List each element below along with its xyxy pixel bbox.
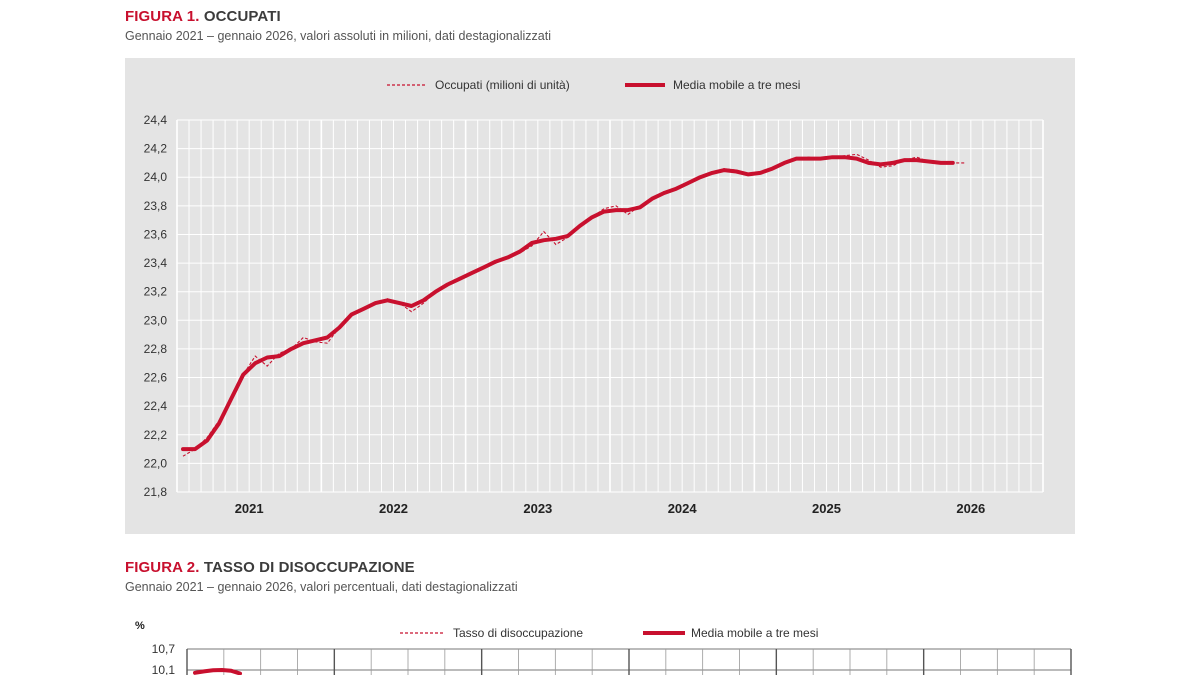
legend: Tasso di disoccupazione Media mobile a tr… — [400, 626, 818, 640]
legend-label-media: Media mobile a tre mesi — [673, 78, 800, 92]
legend-label-media: Media mobile a tre mesi — [691, 626, 818, 640]
y-tick-label: 22,4 — [144, 399, 168, 413]
y-tick-label: 23,0 — [144, 313, 168, 327]
x-tick-label: 2021 — [235, 501, 264, 516]
x-tick-label: 2022 — [379, 501, 408, 516]
x-tick-label: 2023 — [523, 501, 552, 516]
y-tick-label: 23,4 — [144, 256, 168, 270]
y-tick-label: 22,8 — [144, 342, 168, 356]
y-tick-label: 22,6 — [144, 371, 168, 385]
figure-2-title: FIGURA 2. TASSO DI DISOCCUPAZIONE — [125, 559, 415, 576]
figure-1-number: FIGURA 1. — [125, 8, 200, 25]
y-tick-label: 24,2 — [144, 142, 168, 156]
y-tick-label: 22,2 — [144, 428, 168, 442]
y-tick-label: 10,7 — [152, 642, 176, 656]
legend-label-tasso: Tasso di disoccupazione — [453, 626, 583, 640]
series-media-mobile-line — [193, 667, 242, 675]
x-tick-label: 2026 — [956, 501, 985, 516]
y-tick-label: 23,8 — [144, 199, 168, 213]
grid — [176, 119, 1044, 493]
y-tick-label: 24,0 — [144, 170, 168, 184]
grid — [186, 648, 1072, 675]
occupati-chart: 21,8 22,0 22,2 22,4 22,6 22,8 23,0 23,2 23,4 23,6… — [125, 58, 1075, 534]
figure-2-name: TASSO DI DISOCCUPAZIONE — [203, 559, 415, 576]
y-tick-label: 21,8 — [144, 485, 168, 499]
legend-label-occupati: Occupati (milioni di unità) — [435, 78, 570, 92]
y-tick-label: 10,1 — [152, 663, 176, 675]
disoccupazione-chart: % Tasso di disoccupazione Media mobile a t… — [135, 620, 1072, 675]
x-tick-label: 2024 — [668, 501, 698, 516]
figure-2-subtitle: Gennaio 2021 – gennaio 2026, valori perc… — [125, 580, 518, 594]
y-tick-label: 23,6 — [144, 227, 168, 241]
figure-2-number: FIGURA 2. — [125, 559, 200, 576]
chart-panel — [125, 58, 1075, 534]
figure-1-name: OCCUPATI — [203, 8, 281, 25]
series-media-mobile-line — [181, 155, 955, 452]
figure-1-title: FIGURA 1. OCCUPATI — [125, 8, 281, 25]
y-tick-label: 24,4 — [144, 113, 168, 127]
legend: Occupati (milioni di unità) Media mobile … — [387, 78, 800, 92]
y-unit-label: % — [135, 620, 145, 632]
x-tick-label: 2025 — [812, 501, 841, 516]
figure-1-subtitle: Gennaio 2021 – gennaio 2026, valori asso… — [125, 29, 551, 43]
y-tick-label: 22,0 — [144, 456, 168, 470]
y-tick-label: 23,2 — [144, 285, 168, 299]
